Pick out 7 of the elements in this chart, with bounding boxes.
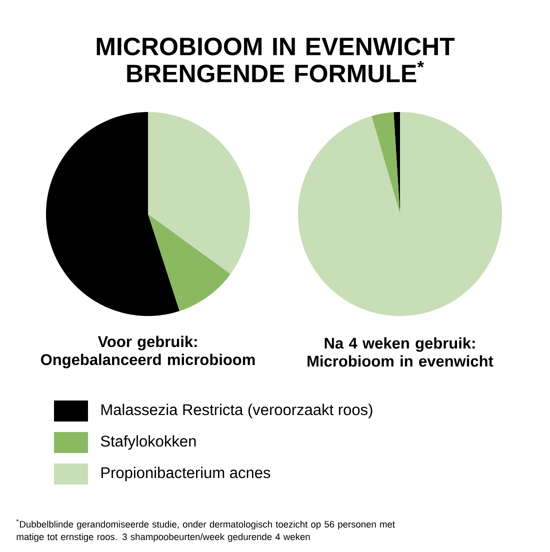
legend-label: Malassezia Restricta (veroorzaakt roos) xyxy=(101,404,372,418)
text: Voor gebruik: Ongebalanceerd microbioom xyxy=(40,336,255,368)
legend-label: Stafylokokken xyxy=(100,435,196,450)
chart-title: MICROBIOOM IN EVENWICHT BRENGENDE FORMULE$^{*}$ xyxy=(96,38,455,82)
legend-label: Propionibacterium acnes xyxy=(101,466,270,482)
text: Na 4 weken gebruik: Microbioom in evenwicht xyxy=(308,337,494,367)
text: $^{*}$Dubbelblinde gerandomiseerde studie, onder dermatologisch toezicht op 56 personen met matige tot ernstige roos. 3 shampoobeurten/week gedurende 4 weken xyxy=(16,519,395,542)
